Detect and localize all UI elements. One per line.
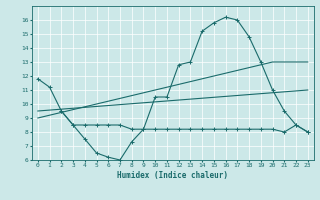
X-axis label: Humidex (Indice chaleur): Humidex (Indice chaleur)	[117, 171, 228, 180]
